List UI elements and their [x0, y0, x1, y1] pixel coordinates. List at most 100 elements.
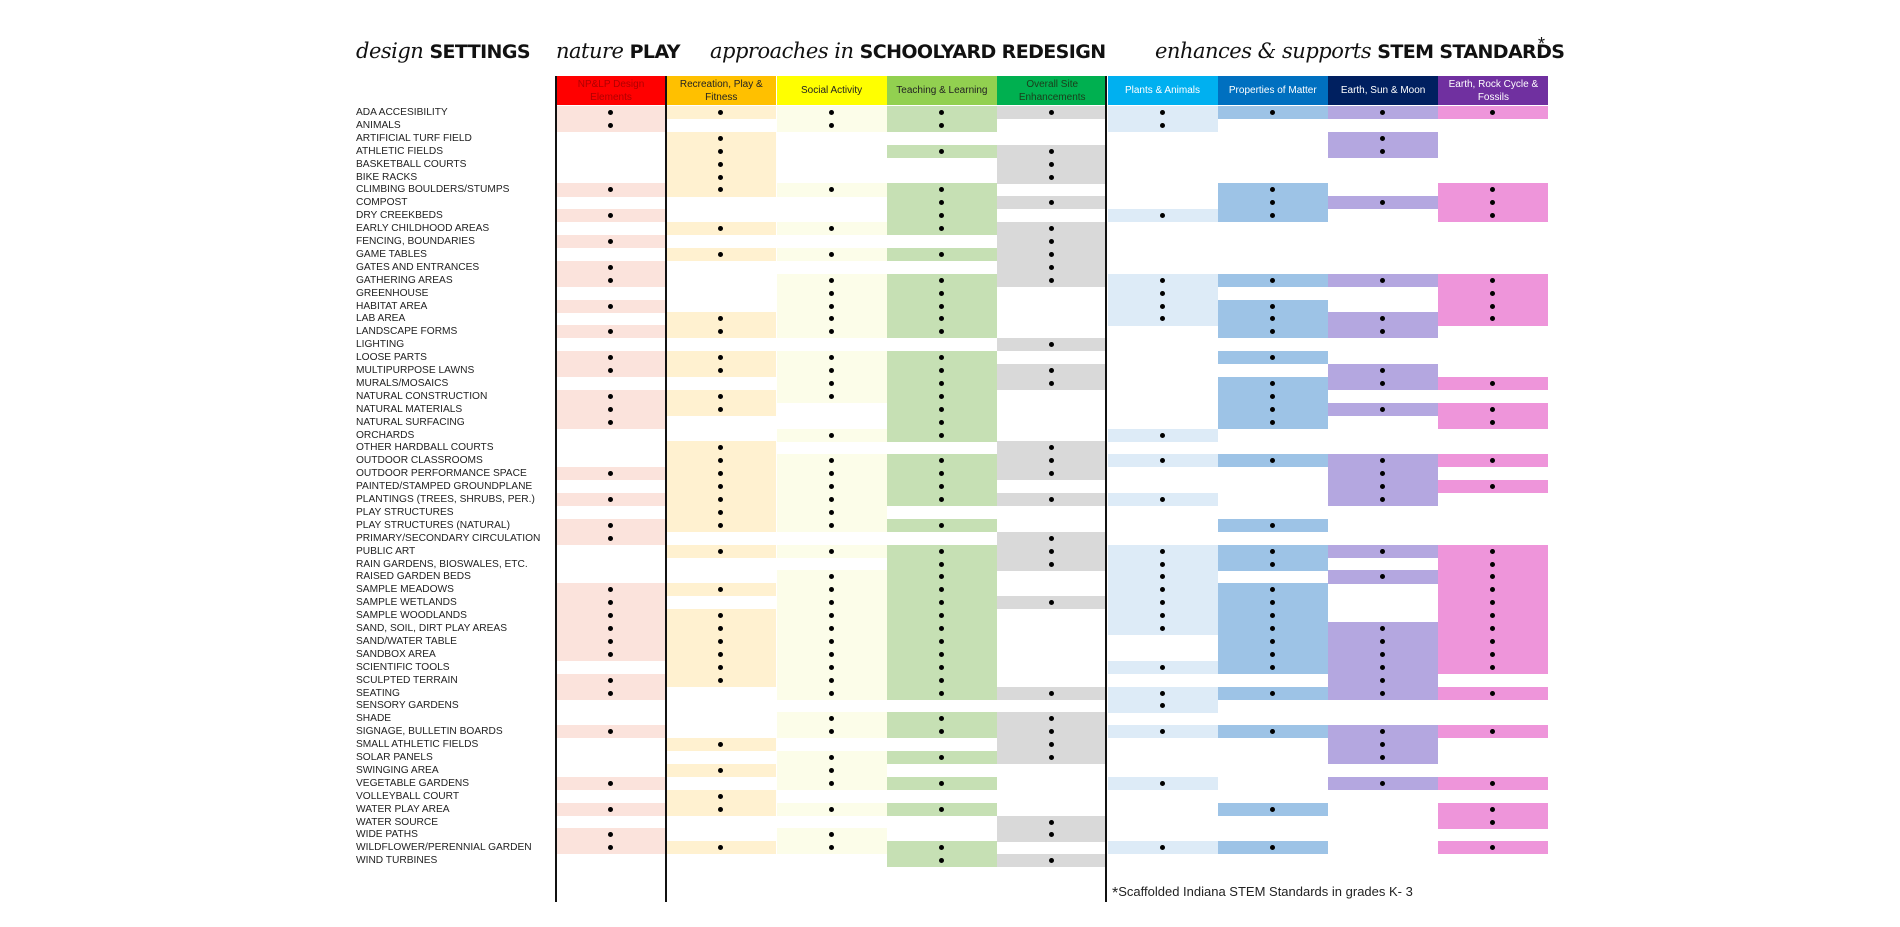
matrix-cell-matter: [1217, 634, 1328, 649]
matrix-cell-rock: [1438, 299, 1549, 313]
bullet-icon: [608, 368, 613, 373]
bullet-icon: [1490, 458, 1496, 464]
matrix-cell-teach: [886, 222, 997, 236]
bullet-icon: [718, 548, 724, 554]
matrix-cell-soc: [776, 286, 887, 300]
bullet-icon: [1049, 239, 1055, 244]
matrix-cell-plants: [1107, 106, 1218, 120]
bullet-icon: [1159, 213, 1165, 219]
row-label: PLANTINGS (TREES, SHRUBS, PER.): [356, 494, 535, 505]
matrix-cell-teach: [886, 751, 997, 765]
matrix-cell-rec: [666, 609, 777, 623]
bullet-icon: [828, 509, 834, 515]
bullet-icon: [1269, 690, 1275, 696]
bullet-icon: [1380, 497, 1386, 502]
bullet-icon: [718, 445, 724, 451]
matrix-cell-rock: [1438, 196, 1549, 210]
matrix-cell-site: [997, 738, 1108, 752]
title-script: approaches in: [710, 39, 854, 63]
row-label: MULTIPURPOSE LAWNS: [356, 365, 475, 376]
bullet-icon: [828, 497, 834, 502]
matrix-cell-rock: [1438, 480, 1549, 494]
bullet-icon: [608, 638, 613, 644]
bullet-icon: [938, 716, 944, 722]
matrix-cell-soc: [776, 725, 887, 739]
bullet-icon: [608, 845, 613, 851]
matrix-cell-soc: [776, 570, 887, 584]
matrix-cell-soc: [776, 480, 887, 494]
matrix-cell-matter: [1217, 106, 1328, 120]
matrix-cell-site: [997, 170, 1108, 184]
matrix-cell-matter: [1217, 686, 1328, 700]
matrix-cell-rec: [666, 544, 777, 558]
matrix-cell-soc: [776, 828, 887, 842]
row-label: OTHER HARDBALL COURTS: [356, 442, 494, 454]
matrix-cell-matter: [1217, 183, 1328, 197]
bullet-icon: [828, 806, 834, 812]
matrix-cell-site: [997, 222, 1108, 236]
matrix-cell-matter: [1217, 325, 1328, 339]
bullet-icon: [1380, 755, 1386, 760]
matrix-cell-site: [997, 493, 1108, 507]
bullet-icon: [1269, 729, 1275, 735]
matrix-cell-soc: [776, 634, 887, 649]
matrix-cell-np: [556, 841, 666, 855]
matrix-cell-teach: [886, 518, 997, 532]
bullet-icon: [1159, 613, 1165, 619]
matrix-cell-rec: [666, 183, 777, 197]
matrix-cell-np: [556, 273, 666, 287]
bullet-icon: [828, 458, 834, 464]
bullet-icon: [938, 393, 944, 399]
matrix-cell-rec: [666, 325, 777, 339]
row-label: VOLLEYBALL COURT: [356, 790, 460, 802]
matrix-cell-rec: [666, 351, 777, 365]
matrix-cell-rec: [666, 738, 777, 752]
bullet-icon: [718, 471, 724, 477]
matrix-cell-soc: [776, 467, 887, 481]
matrix-cell-sun: [1328, 544, 1439, 558]
matrix-cell-soc: [776, 841, 887, 855]
bullet-icon: [1490, 626, 1496, 631]
bullet-icon: [938, 587, 944, 593]
matrix-cell-site: [997, 751, 1108, 765]
matrix-cell-sun: [1328, 738, 1439, 752]
matrix-cell-rock: [1438, 273, 1549, 287]
matrix-cell-rec: [666, 364, 777, 378]
bullet-icon: [1269, 651, 1275, 657]
matrix-cell-matter: [1217, 312, 1328, 326]
matrix-cell-np: [556, 531, 666, 545]
matrix-cell-matter: [1217, 376, 1328, 391]
bullet-icon: [938, 303, 944, 309]
row-label: PAINTED/STAMPED GROUNDPLANE: [356, 481, 533, 493]
row-label: NATURAL SURFACING: [356, 416, 465, 428]
matrix-cell-soc: [776, 763, 887, 778]
bullet-icon: [1049, 819, 1055, 825]
matrix-cell-plants: [1107, 686, 1218, 700]
bullet-icon: [1269, 638, 1275, 644]
matrix-cell-matter: [1217, 402, 1328, 416]
matrix-cell-rec: [666, 583, 777, 597]
bullet-icon: [718, 406, 724, 412]
bullet-icon: [608, 303, 613, 309]
bullet-icon: [1380, 574, 1386, 580]
matrix-cell-sun: [1328, 751, 1439, 765]
bullet-icon: [828, 832, 834, 838]
matrix-cell-sun: [1328, 776, 1439, 790]
divider-line: [665, 76, 667, 902]
bullet-icon: [938, 626, 944, 631]
matrix-cell-teach: [886, 854, 997, 868]
row-label: SANDBOX AREA: [356, 648, 436, 660]
matrix-cell-site: [997, 557, 1108, 571]
bullet-icon: [608, 497, 613, 502]
bullet-icon: [1049, 380, 1055, 386]
bullet-icon: [608, 600, 613, 606]
bullet-icon: [828, 755, 834, 760]
row-label: WIDE PATHS: [356, 829, 418, 841]
bullet-icon: [828, 677, 834, 683]
bullet-icon: [1490, 406, 1496, 412]
row-label: BASKETBALL COURTS: [356, 158, 467, 170]
matrix-cell-rock: [1438, 402, 1549, 416]
bullet-icon: [828, 471, 834, 477]
matrix-cell-rec: [666, 106, 777, 120]
bullet-icon: [828, 845, 834, 851]
